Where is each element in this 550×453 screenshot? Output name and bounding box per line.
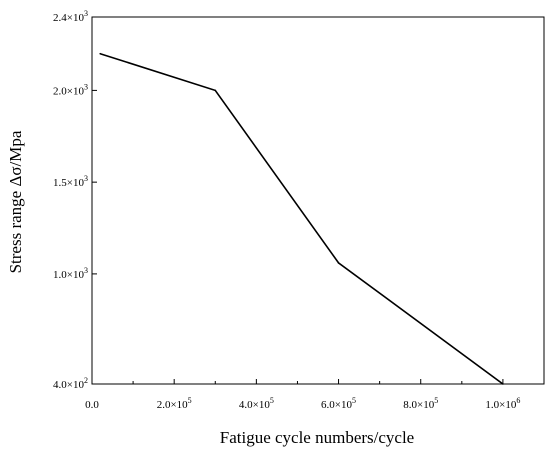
x-tick-label: 2.0×105 [157,396,192,411]
y-tick-label: 1.0×103 [53,266,88,281]
x-axis-title: Fatigue cycle numbers/cycle [220,428,414,447]
y-axis-ticks: 4.0×102 1.0×103 1.5×103 2.0×103 2.4×103 [53,9,97,391]
x-tick-label: 6.0×105 [321,396,356,411]
x-tick-label: 0.0 [85,399,99,411]
data-point [214,89,217,92]
x-axis-ticks: 0.0 2.0×105 4.0×105 6.0×105 8.0×105 1.0×106 [85,379,520,411]
y-tick-label: 1.5×103 [53,174,88,189]
y-tick-label: 2.0×103 [53,82,88,97]
x-tick-label: 4.0×105 [239,396,274,411]
plot-frame [91,16,545,385]
plot-area [91,16,545,385]
data-point [99,52,102,55]
y-tick-label: 4.0×102 [53,376,88,391]
series-layer [99,52,504,385]
y-tick-label: 2.4×103 [53,9,88,24]
series-line [99,52,504,385]
x-tick-label: 8.0×105 [403,396,438,411]
y-axis-title: Stress range Δσ/Mpa [6,130,25,273]
data-point [337,262,340,264]
x-tick-label: 1.0×106 [485,396,520,411]
